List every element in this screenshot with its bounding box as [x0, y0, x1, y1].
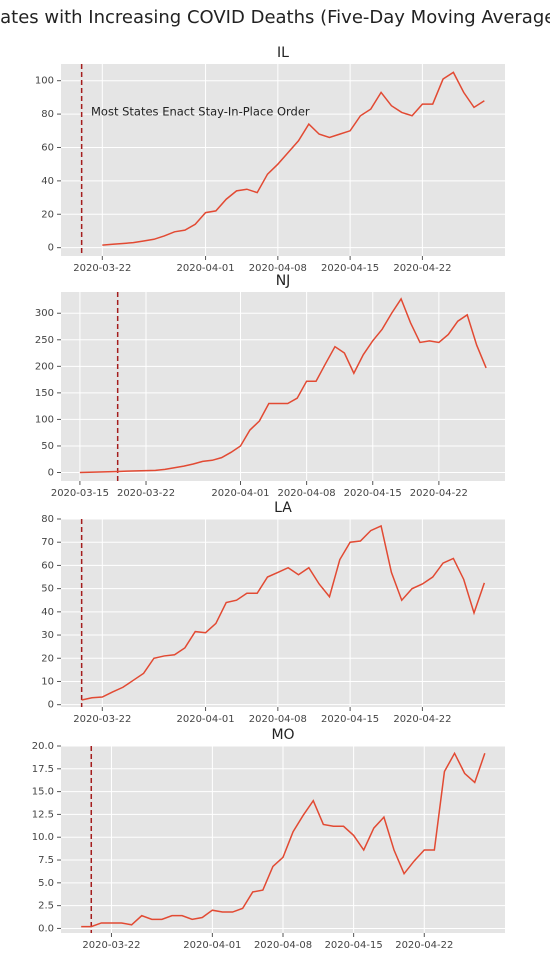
x-tick-label: 2020-04-08	[254, 940, 312, 951]
x-tick-label: 2020-04-15	[344, 488, 402, 499]
y-tick-label: 60	[41, 142, 54, 153]
x-tick-label: 2020-04-01	[176, 714, 234, 725]
x-tick-label: 2020-03-22	[73, 263, 131, 274]
data-line	[81, 751, 486, 928]
x-tick-label: 2020-04-15	[325, 940, 383, 951]
y-tick-label: 150	[35, 388, 54, 399]
x-tick-label: 2020-04-08	[278, 488, 336, 499]
y-tick-label: 17.5	[32, 764, 54, 775]
y-tick-label: 2.5	[38, 901, 54, 912]
plot-area	[61, 292, 505, 481]
y-tick-label: 20	[41, 209, 54, 220]
y-tick-label: 12.5	[32, 809, 54, 820]
subplot-title: NJ	[276, 273, 291, 289]
figure-title: States with Increasing COVID Deaths (Fiv…	[0, 7, 550, 28]
y-tick-label: 5.0	[38, 878, 54, 889]
x-tick-label: 2020-03-22	[82, 940, 140, 951]
y-tick-label: 80	[41, 514, 54, 525]
y-tick-label: 7.5	[38, 855, 54, 866]
y-tick-label: 200	[35, 361, 54, 372]
y-tick-label: 15.0	[32, 787, 54, 798]
x-tick-label: 2020-04-15	[321, 714, 379, 725]
y-tick-label: 100	[35, 414, 54, 425]
annotation: Most States Enact Stay-In-Place Order	[91, 105, 310, 119]
y-tick-label: 70	[41, 537, 54, 548]
x-tick-label: 2020-04-08	[249, 714, 307, 725]
y-tick-label: 250	[35, 335, 54, 346]
y-tick-label: 0	[48, 468, 54, 479]
y-tick-label: 10	[41, 676, 54, 687]
x-tick-label: 2020-03-22	[117, 488, 175, 499]
subplot-title: MO	[271, 727, 294, 743]
y-tick-label: 40	[41, 607, 54, 618]
y-tick-label: 0.0	[38, 923, 54, 934]
x-tick-label: 2020-04-01	[211, 488, 269, 499]
x-tick-label: 2020-04-22	[410, 488, 468, 499]
data-line	[81, 524, 486, 701]
data-line	[79, 297, 487, 474]
y-tick-label: 60	[41, 560, 54, 571]
x-tick-label: 2020-04-15	[321, 263, 379, 274]
data-line	[102, 71, 485, 246]
y-tick-label: 50	[41, 441, 54, 452]
y-tick-label: 0	[48, 243, 54, 254]
x-tick-label: 2020-03-22	[73, 714, 131, 725]
y-tick-label: 20.0	[32, 741, 54, 752]
x-tick-label: 2020-04-01	[183, 940, 241, 951]
subplot-title: LA	[274, 500, 292, 516]
y-tick-label: 40	[41, 176, 54, 187]
y-tick-label: 300	[35, 308, 54, 319]
y-tick-label: 100	[35, 76, 54, 87]
y-tick-label: 10.0	[32, 832, 54, 843]
y-tick-label: 0	[48, 700, 54, 711]
x-tick-label: 2020-04-22	[393, 714, 451, 725]
x-tick-label: 2020-04-08	[249, 263, 307, 274]
y-tick-label: 50	[41, 584, 54, 595]
subplot-title: IL	[277, 45, 289, 61]
y-tick-label: 30	[41, 630, 54, 641]
x-tick-label: 2020-03-15	[51, 488, 109, 499]
x-tick-label: 2020-04-22	[395, 940, 453, 951]
x-tick-label: 2020-04-01	[176, 263, 234, 274]
x-tick-label: 2020-04-22	[393, 263, 451, 274]
y-tick-label: 80	[41, 109, 54, 120]
y-tick-label: 20	[41, 653, 54, 664]
plot-area	[61, 519, 505, 707]
plot-area	[61, 64, 505, 256]
